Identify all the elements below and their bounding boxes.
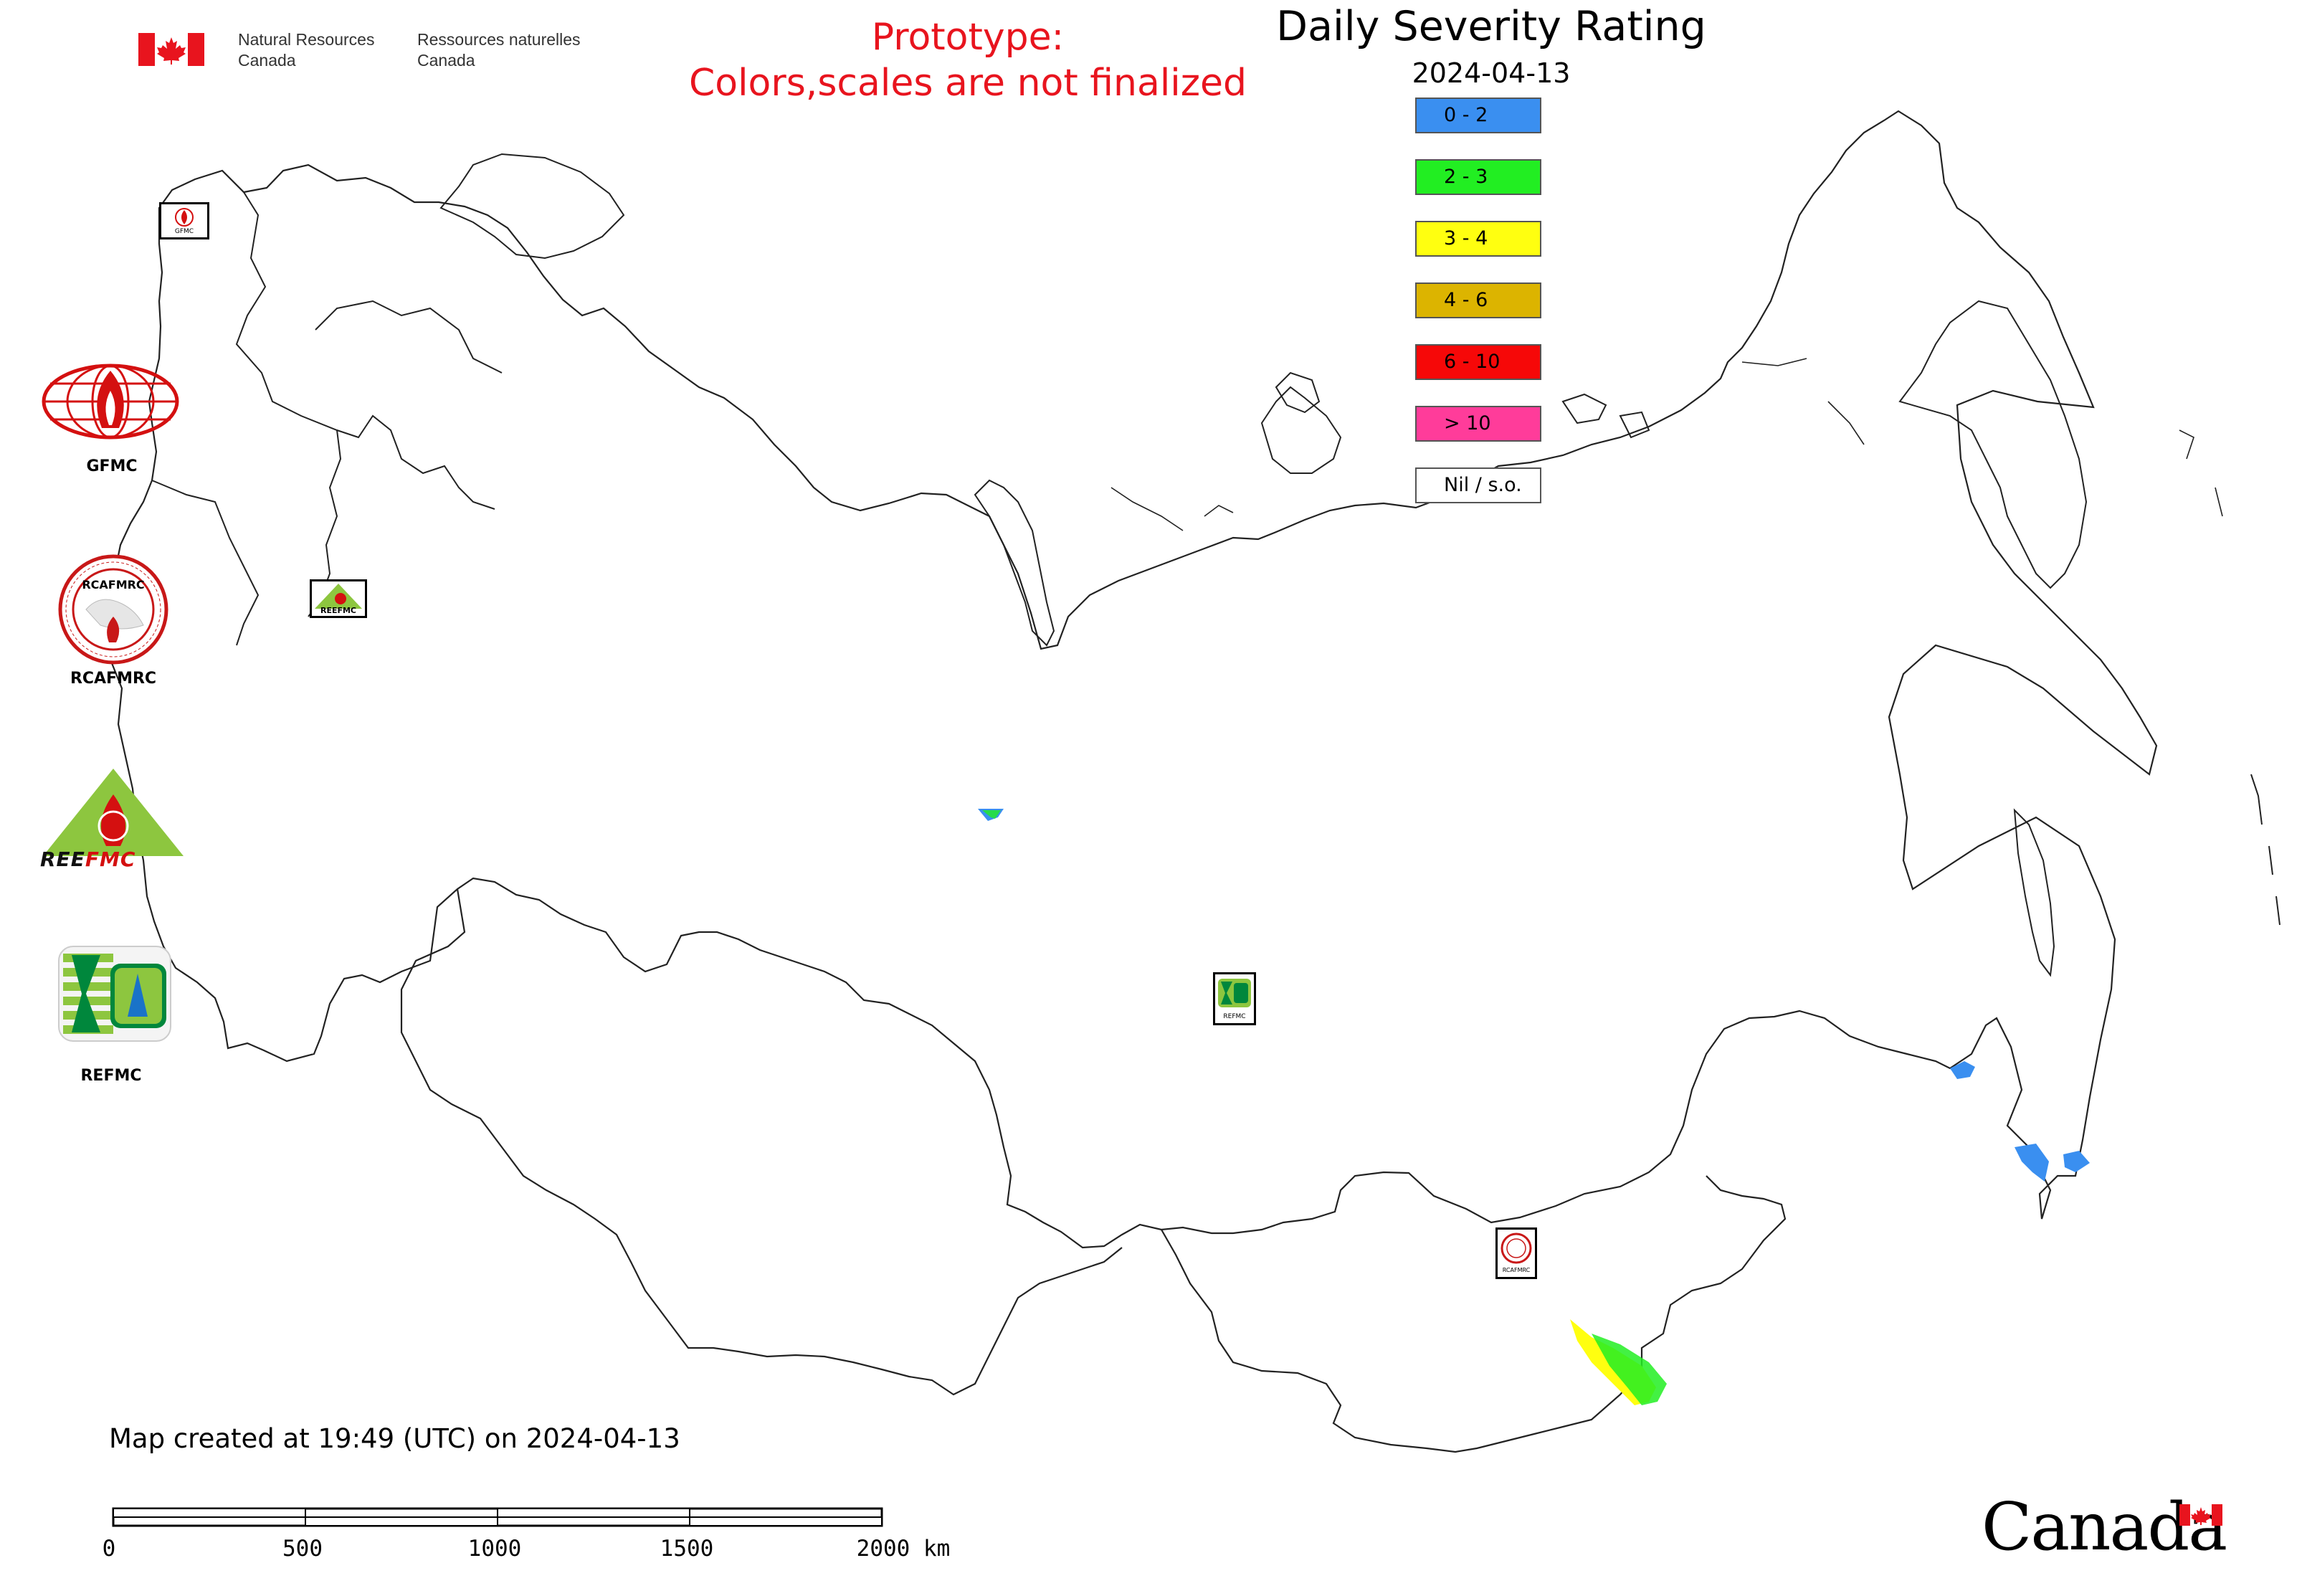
gfmc-logo — [40, 362, 181, 441]
severity-patch-far-east-south-2 — [2063, 1151, 2090, 1172]
gfmc-small-label: GFMC — [174, 228, 194, 235]
region-outline — [106, 110, 2158, 1249]
legend-item: 6 - 10 — [1415, 344, 1541, 380]
mongolia-outline — [1161, 1175, 1787, 1453]
western-borders-outline — [151, 191, 503, 646]
agency-fr-line1: Ressources naturelles — [417, 30, 581, 49]
refmc-map-badge: REFMC — [1213, 972, 1256, 1025]
map-created-text: Map created at 19:49 (UTC) on 2024-04-13 — [109, 1423, 680, 1454]
scale-label: 500 — [282, 1536, 323, 1562]
agency-fr-line2: Canada — [417, 51, 475, 70]
gfmc-small-logo: GFMC — [159, 202, 209, 239]
scale-label: 1000 — [467, 1536, 522, 1562]
severity-patch-china-green — [1592, 1334, 1667, 1405]
prototype-line2: Colors,scales are not finalized — [688, 62, 1247, 105]
novaya-zemlya-outline — [974, 479, 1055, 647]
agency-en-line2: Canada — [238, 51, 296, 70]
kuril-islands-outline — [2250, 774, 2280, 926]
kamchatka-outline — [1898, 300, 2088, 589]
kola-outline — [439, 153, 625, 260]
legend-item: 3 - 4 — [1415, 221, 1541, 257]
legend-item: > 10 — [1415, 406, 1541, 442]
severity-patch-far-east-north — [1950, 1061, 1975, 1079]
refmc-label: REFMC — [80, 1067, 142, 1085]
legend-item: Nil / s.o. — [1415, 467, 1541, 503]
rcafmrc-map-badge: RCAFMRC — [1495, 1227, 1537, 1279]
agency-name-en: Natural Resources Canada — [238, 29, 374, 71]
refmc-logo — [57, 945, 172, 1042]
severnaya-zemlya-outline — [1275, 371, 1321, 414]
canada-wordmark: Canada — [1982, 1488, 2227, 1565]
reefmc-map-badge: REEFMC — [310, 579, 367, 618]
canada-flag-icon — [138, 33, 204, 66]
gfmc-label: GFMC — [86, 457, 138, 475]
map-title: Daily Severity Rating — [1276, 3, 1706, 50]
scale-label: 1500 — [660, 1536, 714, 1562]
rcafmrc-label: RCAFMRC — [70, 670, 157, 688]
scale-label: 2000 km — [856, 1536, 951, 1562]
canada-wordmark-text: Canada — [1982, 1488, 2227, 1565]
taymyr-outline — [1260, 386, 1342, 474]
arctic-coast-detail — [1110, 358, 2223, 531]
scale-bar — [112, 1507, 883, 1527]
legend-item: 2 - 3 — [1415, 159, 1541, 195]
reefmc-badge-label: REEFMC — [320, 606, 357, 615]
map-date: 2024-04-13 — [1412, 57, 1571, 89]
sakhalin-outline — [2013, 808, 2055, 977]
wordmark-flag-icon — [2179, 1504, 2222, 1526]
legend-item: 0 - 2 — [1415, 98, 1541, 133]
reefmc-logo-text: REEFMC — [40, 847, 136, 871]
rcafmrc-badge-label: RCAFMRC — [1502, 1267, 1531, 1273]
prototype-line1: Prototype: — [871, 16, 1065, 59]
legend-item: 4 - 6 — [1415, 282, 1541, 318]
novosibirsk-islands-outline — [1561, 393, 1650, 439]
severity-patch-far-east-south-1 — [2015, 1144, 2049, 1182]
agency-en-line1: Natural Resources — [238, 30, 375, 49]
southern-countries-outline — [400, 888, 1123, 1396]
severity-patch-west-siberia-green — [982, 810, 1001, 819]
agency-name-fr: Ressources naturelles Canada — [417, 29, 581, 71]
reefmc-logo: REEFMC — [36, 766, 191, 873]
refmc-badge-label: REFMC — [1223, 1013, 1246, 1020]
rcafmrc-badge-text: RCAFMRC — [82, 578, 145, 592]
rcafmrc-logo: RCAFMRC — [57, 554, 169, 665]
scale-label: 0 — [102, 1536, 116, 1562]
